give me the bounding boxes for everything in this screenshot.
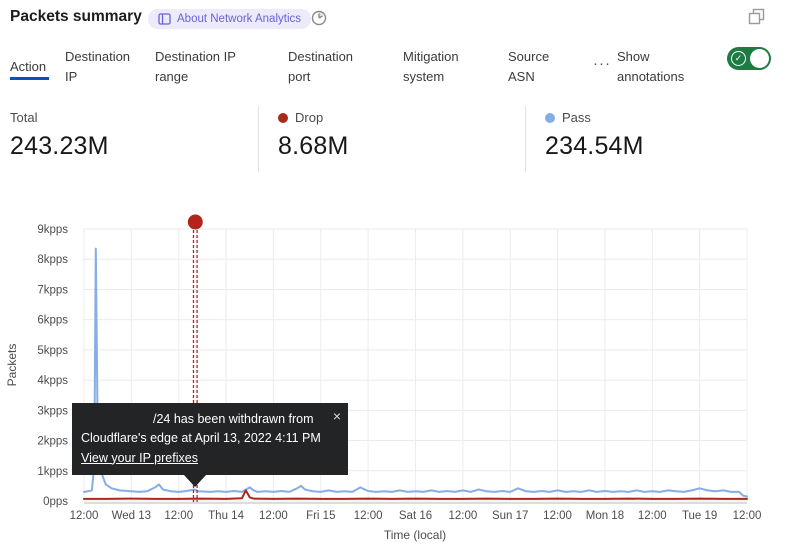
x-tick-label: 12:00	[354, 510, 383, 522]
x-tick-label: Mon 18	[586, 510, 624, 522]
x-tick-label: 12:00	[259, 510, 288, 522]
toggle-check-icon: ✓	[731, 51, 746, 66]
stat-drop: Drop 8.68M	[278, 110, 348, 161]
x-axis-title: Time (local)	[384, 528, 446, 542]
tooltip-close-icon[interactable]: ×	[332, 408, 341, 424]
y-tick-label: 0pps	[43, 496, 68, 508]
more-tabs-ellipsis-icon[interactable]: ···	[593, 55, 611, 72]
show-annotations-label: Show annotations	[617, 49, 685, 85]
tab-bar: Action Destination IP Destination IP ran…	[0, 45, 785, 93]
stat-drop-label: Drop	[295, 110, 324, 125]
y-tick-label: 5kpps	[37, 345, 68, 357]
toggle-knob	[750, 49, 769, 68]
y-tick-label: 3kpps	[37, 405, 68, 417]
packets-time-series-chart[interactable]: Packets Time (local) 0pps 1kpps 2kpps 3kpps…	[0, 200, 785, 555]
x-tick-label: 12:00	[733, 510, 762, 522]
x-tick-label: Thu 14	[208, 510, 244, 522]
y-tick-label: 6kpps	[37, 315, 68, 327]
tab-mitigation-system[interactable]: Mitigation system	[403, 49, 459, 85]
x-tick-label: 12:00	[638, 510, 667, 522]
book-icon	[158, 13, 171, 25]
x-tick-label: Sat 16	[399, 510, 432, 522]
y-tick-label: 8kpps	[37, 254, 68, 266]
tooltip-caret	[184, 475, 206, 488]
tab-action[interactable]: Action	[10, 59, 47, 74]
x-tick-label: Tue 19	[682, 510, 717, 522]
y-tick-label: 1kpps	[37, 466, 68, 478]
x-tick-label: Sun 17	[492, 510, 528, 522]
active-tab-underline	[10, 77, 49, 80]
series-line-pass	[83, 247, 748, 498]
overlap-squares-expand-icon[interactable]	[748, 8, 766, 26]
annotation-marker-dot[interactable]	[187, 214, 203, 230]
y-tick-label: 2kpps	[37, 436, 68, 448]
pass-dot-icon	[545, 112, 555, 123]
badge-label: About Network Analytics	[177, 13, 302, 25]
stat-total-label: Total	[10, 110, 38, 125]
x-tick-label: Fri 15	[306, 510, 335, 522]
series-line-drop	[83, 489, 748, 500]
drop-dot-icon	[278, 112, 288, 123]
stat-total: Total 243.23M	[10, 110, 109, 161]
stats-divider	[258, 106, 259, 172]
stat-pass-label: Pass	[562, 110, 591, 125]
about-network-analytics-badge[interactable]: About Network Analytics	[148, 9, 312, 29]
x-tick-label: 12:00	[164, 510, 193, 522]
tooltip-line2: Cloudflare's edge at April 13, 2022 4:11…	[81, 430, 321, 445]
tab-destination-port[interactable]: Destination port	[288, 49, 354, 85]
y-tick-label: 7kpps	[37, 284, 68, 296]
clock-icon	[311, 10, 327, 26]
tab-destination-ip[interactable]: Destination IP	[65, 49, 131, 85]
y-tick-label: 9kpps	[37, 224, 68, 236]
tab-destination-ip-range[interactable]: Destination IP range	[155, 49, 236, 85]
stats-row: Total 243.23M Drop 8.68M Pass 234.54M	[0, 104, 785, 180]
y-axis-title: Packets	[5, 344, 19, 387]
stat-total-value: 243.23M	[10, 132, 109, 160]
x-tick-label: 12:00	[448, 510, 477, 522]
tab-source-asn[interactable]: Source ASN	[508, 49, 550, 85]
tooltip-line1: /24 has been withdrawn from	[153, 412, 314, 426]
y-tick-label: 4kpps	[37, 375, 68, 387]
x-tick-label: Wed 13	[112, 510, 151, 522]
stat-drop-value: 8.68M	[278, 132, 349, 160]
stat-pass-value: 234.54M	[545, 132, 644, 160]
annotation-tooltip: /24 has been withdrawn from Cloudflare's…	[72, 403, 348, 488]
view-ip-prefixes-link[interactable]: View your IP prefixes	[81, 450, 198, 465]
page-title: Packets summary	[10, 8, 142, 25]
x-tick-label: 12:00	[543, 510, 572, 522]
show-annotations-toggle[interactable]: ✓	[727, 47, 771, 70]
x-tick-label: 12:00	[70, 510, 99, 522]
stat-pass: Pass 234.54M	[545, 110, 644, 161]
stats-divider	[525, 106, 526, 172]
